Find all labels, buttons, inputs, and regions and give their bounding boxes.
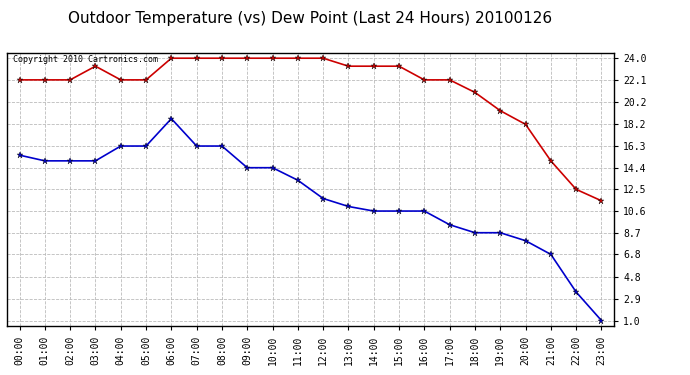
Text: Outdoor Temperature (vs) Dew Point (Last 24 Hours) 20100126: Outdoor Temperature (vs) Dew Point (Last… [68, 11, 553, 26]
Text: Copyright 2010 Cartronics.com: Copyright 2010 Cartronics.com [13, 55, 158, 64]
